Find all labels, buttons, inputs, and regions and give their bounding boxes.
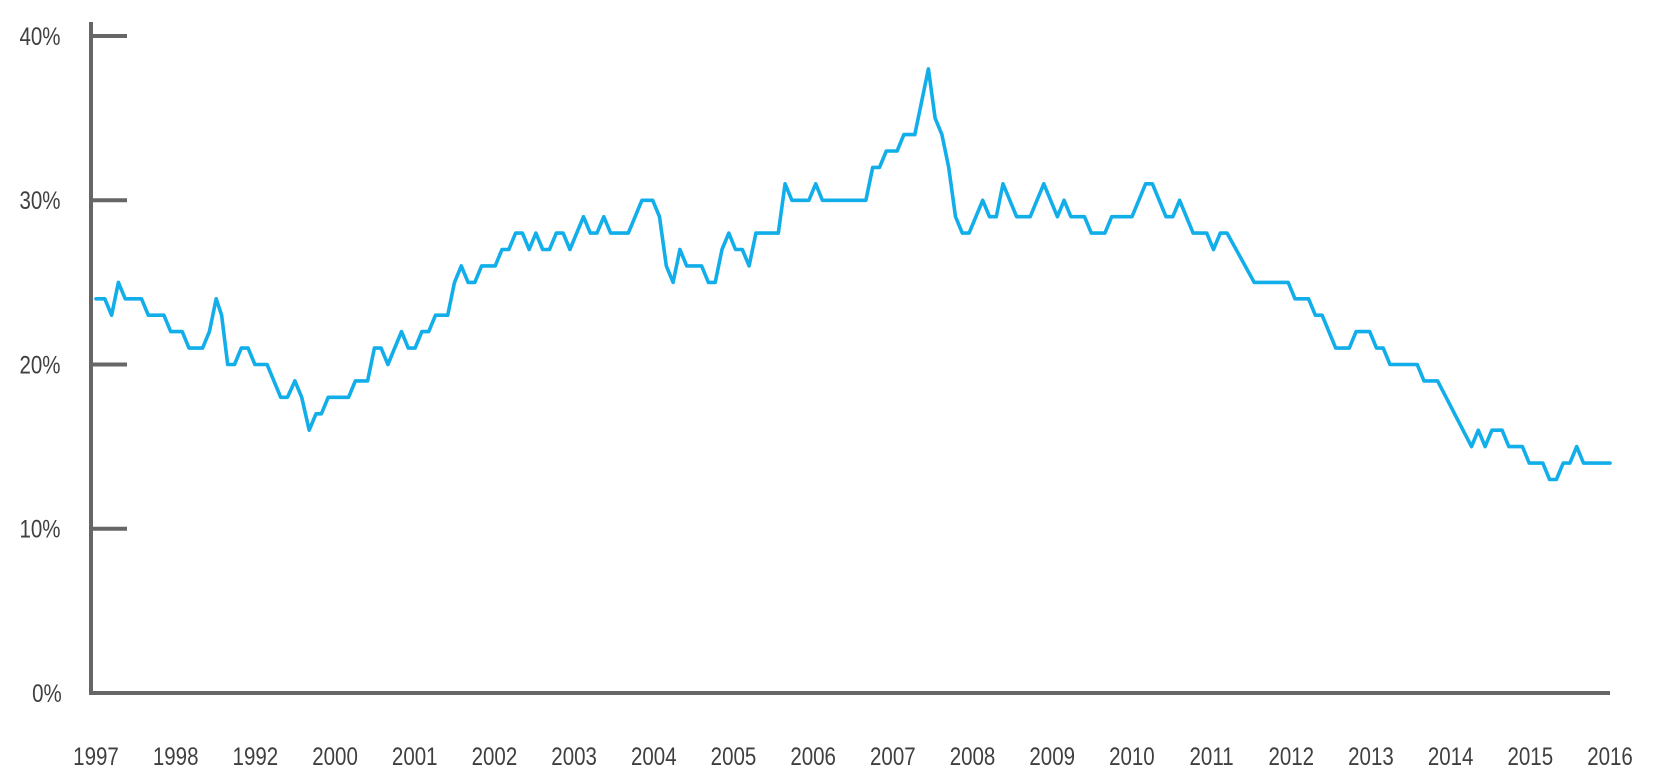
x-tick-label: 2005	[711, 742, 757, 770]
y-tick-label: 30%	[19, 186, 60, 214]
x-tick-label: 2011	[1190, 742, 1234, 770]
x-tick-label: 2009	[1029, 742, 1075, 770]
x-tick-label: 2003	[551, 742, 597, 770]
x-tick-label: 2000	[312, 742, 358, 770]
x-tick-label: 2013	[1348, 742, 1394, 770]
y-tick-label: 10%	[19, 515, 60, 543]
x-tick-label: 2012	[1268, 742, 1314, 770]
x-tick-label: 2006	[790, 742, 836, 770]
y-tick-label: 40%	[19, 22, 60, 50]
x-axis: 1997 1998 1992 2000 2001 2002 2003 2004 2005 2006…	[73, 691, 1633, 770]
series-line	[94, 67, 1612, 482]
y-tick-label: 0%	[32, 679, 62, 707]
x-tick-label: 1998	[153, 742, 199, 770]
x-tick-label: 2015	[1508, 742, 1554, 770]
x-tick-label: 2001	[392, 742, 438, 770]
series-group	[94, 67, 1612, 482]
x-tick-label: 1992	[233, 742, 279, 770]
x-tick-label: 1997	[73, 742, 119, 770]
y-tick-label: 20%	[19, 351, 60, 379]
x-tick-label: 2010	[1109, 742, 1155, 770]
x-tick-label: 2007	[870, 742, 916, 770]
x-tick-label: 2004	[631, 742, 677, 770]
x-tick-label: 2016	[1587, 742, 1633, 770]
x-tick-label: 2008	[950, 742, 996, 770]
y-axis: 0% 10% 20% 30% 40%	[19, 22, 127, 707]
x-tick-label: 2014	[1428, 742, 1474, 770]
x-tick-label: 2002	[472, 742, 518, 770]
